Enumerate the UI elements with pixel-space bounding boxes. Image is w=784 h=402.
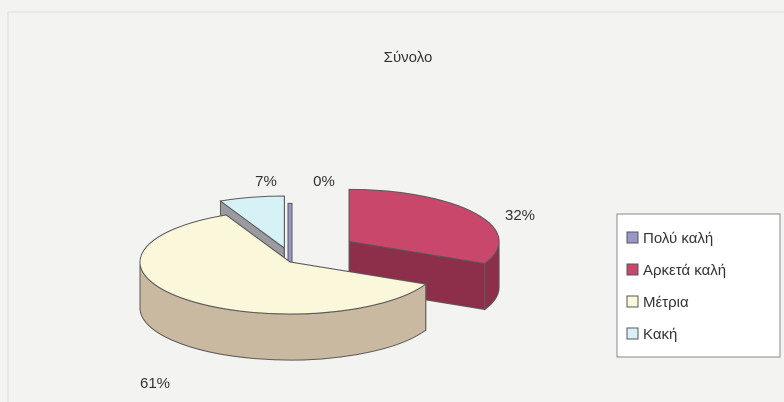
legend-swatch-4 <box>626 327 639 340</box>
legend-label-1: Πολύ καλή <box>643 230 713 247</box>
legend-label-2: Αρκετά καλή <box>643 262 726 279</box>
pie-label-2: 32% <box>505 207 535 224</box>
legend-swatch-1 <box>626 231 639 244</box>
legend-box <box>616 213 781 358</box>
legend-swatch-2 <box>626 263 639 276</box>
pie-slice-3-top <box>139 214 427 315</box>
pie-slice-4-top <box>219 195 285 250</box>
pie-slice-2-top <box>348 188 500 265</box>
legend-label-4: Κακή <box>643 326 677 343</box>
legend-label-3: Μέτρια <box>643 294 689 311</box>
pie-label-1: 0% <box>313 173 335 190</box>
pie-slices <box>139 188 500 361</box>
pie-label-4: 7% <box>255 173 277 190</box>
pie-slice-3 <box>139 213 427 361</box>
legend: Πολύ καλή Αρκετά καλή Μέτρια Κακή <box>616 213 781 358</box>
pie-percent-labels: 0% 32% 61% 7% <box>140 173 535 392</box>
legend-swatch-3 <box>626 295 639 308</box>
chart-title: Σύνολο <box>384 49 433 66</box>
pie-label-3: 61% <box>140 375 170 392</box>
